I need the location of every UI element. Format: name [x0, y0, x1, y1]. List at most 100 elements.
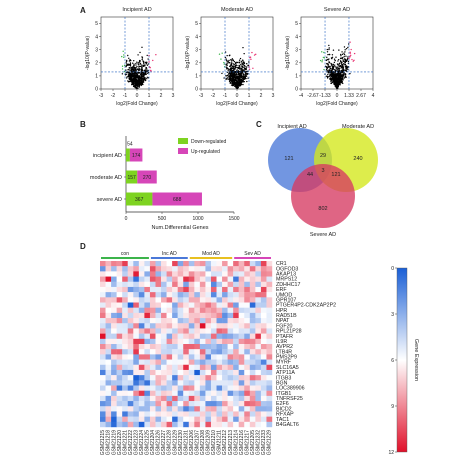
volcano-point	[339, 73, 342, 76]
heatmap-cell	[194, 261, 201, 267]
gene-label: IL9R	[276, 339, 287, 345]
heatmap-cell	[227, 307, 234, 314]
volcano-point	[327, 53, 329, 56]
volcano-point	[226, 64, 228, 67]
heatmap-cell	[205, 385, 212, 391]
heatmap-cell	[177, 276, 184, 282]
heatmap-cell	[172, 318, 178, 324]
heatmap-cell	[227, 390, 234, 397]
heatmap-cell	[260, 406, 267, 412]
heatmap-cell	[183, 421, 189, 428]
volcano-point	[237, 75, 239, 78]
volcano-point	[138, 83, 140, 85]
volcano-point	[343, 55, 345, 58]
heatmap-cell	[194, 338, 201, 345]
volcano-point	[352, 60, 354, 62]
heatmap-cell	[105, 385, 112, 391]
volcano-point	[147, 58, 149, 60]
volcano-point	[232, 59, 235, 62]
heatmap-cell	[210, 349, 217, 355]
volcano-point	[223, 63, 225, 65]
heatmap-cell	[227, 333, 234, 340]
volcano-point	[233, 76, 236, 79]
heatmap-cell	[266, 302, 273, 308]
heatmap-cell	[188, 385, 195, 391]
volcano-point	[326, 51, 329, 53]
volcano-point	[131, 78, 133, 81]
volcano-point	[125, 73, 127, 75]
heatmap-cell	[210, 406, 217, 412]
heatmap-cell	[255, 318, 262, 324]
heatmap-cell	[172, 369, 178, 376]
heatmap-cell	[227, 380, 234, 386]
volcano-point	[246, 66, 248, 68]
heatmap-cell	[127, 411, 134, 417]
heatmap-cell	[194, 416, 201, 423]
heatmap-cell	[155, 349, 162, 355]
heatmap-cell	[177, 406, 184, 412]
heatmap-cell	[188, 401, 195, 407]
heatmap-cell	[238, 401, 245, 407]
gene-label: RFXAP	[276, 412, 294, 418]
heatmap-cell	[122, 276, 128, 282]
heatmap-cell	[105, 421, 112, 428]
heatmap-cell	[222, 406, 228, 412]
volcano-point	[134, 69, 136, 71]
heatmap-cell	[122, 364, 128, 371]
x-tick-label: -3	[99, 93, 104, 99]
heatmap-cell	[177, 338, 184, 345]
heatmap-cell	[222, 354, 228, 360]
volcano-point	[344, 60, 346, 63]
heatmap-cell	[244, 261, 251, 267]
volcano-point	[340, 57, 342, 59]
heatmap-cell	[105, 349, 112, 355]
volcano-point	[341, 51, 343, 53]
heatmap-cell	[238, 380, 245, 386]
volcano-point	[323, 68, 325, 71]
heatmap-cell	[188, 338, 195, 345]
heatmap-cell	[100, 312, 106, 319]
volcano-point	[234, 62, 237, 65]
heatmap-cell	[133, 390, 140, 397]
heatmap-cell	[244, 307, 251, 314]
volcano-point	[134, 86, 136, 89]
volcano-point	[234, 74, 236, 77]
heatmap-cell	[199, 401, 206, 407]
heatmap-cell	[177, 297, 184, 303]
volcano-point	[344, 49, 346, 51]
heatmap-cell	[144, 261, 151, 267]
heatmap-cell	[222, 323, 228, 329]
volcano-point	[132, 79, 134, 81]
heatmap-cell	[194, 276, 201, 282]
heatmap-cell	[127, 401, 134, 407]
volcano-point	[133, 76, 135, 78]
volcano-point	[241, 59, 244, 61]
heatmap-cell	[227, 354, 234, 360]
heatmap-cell	[116, 395, 123, 402]
heatmap-cell	[260, 344, 267, 350]
volcano-point	[338, 69, 341, 71]
volcano-point	[141, 78, 144, 80]
volcano-point	[131, 82, 133, 84]
heatmap-cell	[194, 292, 201, 298]
volcano-point	[347, 46, 349, 49]
heatmap-cell	[138, 286, 145, 293]
volcano-point	[130, 76, 133, 79]
heatmap-cell	[233, 338, 239, 345]
heatmap-cell	[249, 395, 256, 402]
volcano-point	[247, 77, 249, 79]
volcano-point	[337, 71, 340, 73]
heatmap-cell	[194, 421, 201, 428]
heatmap-cell	[233, 297, 239, 303]
heatmap-cell	[233, 307, 239, 314]
volcano-point	[241, 78, 243, 80]
heatmap-cell	[161, 318, 167, 324]
volcano-point	[233, 63, 235, 66]
heatmap-cell	[233, 390, 239, 397]
volcano-point	[228, 61, 230, 64]
heatmap-cell	[188, 406, 195, 412]
volcano-point	[332, 78, 334, 80]
heatmap-cell	[216, 359, 223, 365]
heatmap-cell	[227, 338, 234, 345]
volcano-point	[330, 63, 333, 65]
